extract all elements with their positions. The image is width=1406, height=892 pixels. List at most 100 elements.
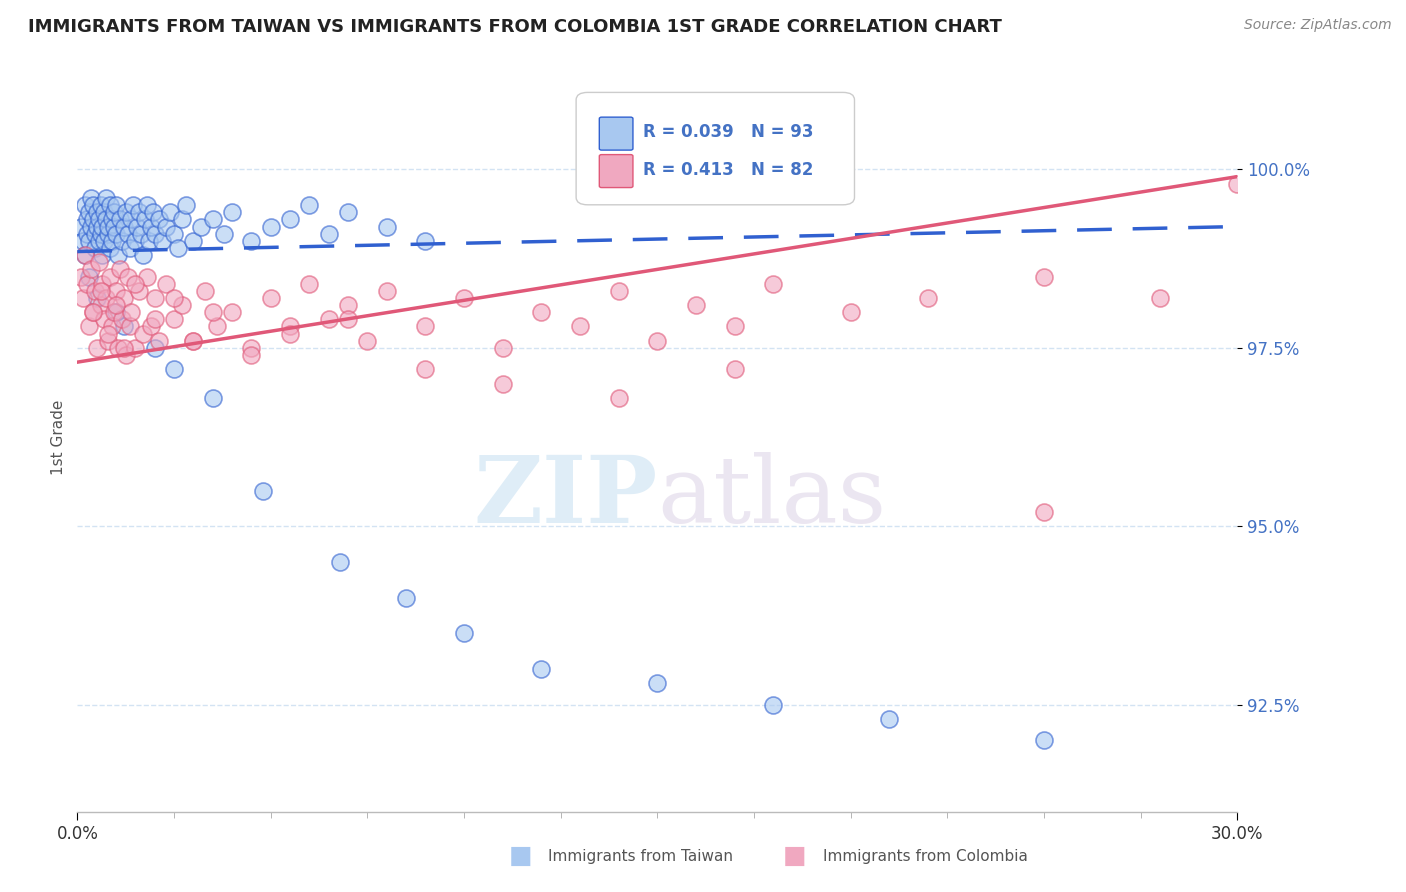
Point: [97, 334, 120, 348]
Point: [329, 555, 352, 569]
Point: [159, 205, 181, 219]
Point: [155, 219, 177, 234]
Point: [101, 212, 124, 227]
Point: [453, 626, 475, 640]
Point: [105, 227, 127, 241]
Point: [278, 212, 301, 227]
Point: [114, 348, 136, 362]
Point: [170, 212, 193, 227]
Point: [72, 291, 94, 305]
Point: [163, 362, 186, 376]
Point: [93, 205, 115, 219]
Point: [112, 341, 135, 355]
Point: [132, 326, 155, 341]
Point: [163, 227, 186, 241]
Point: [91, 277, 114, 291]
Point: [252, 483, 274, 498]
Point: [139, 319, 162, 334]
Point: [647, 334, 669, 348]
Point: [530, 305, 553, 319]
Point: [375, 284, 398, 298]
Point: [124, 341, 146, 355]
Point: [86, 205, 108, 219]
Point: [240, 348, 263, 362]
Point: [112, 219, 135, 234]
Point: [75, 248, 96, 262]
Point: [105, 305, 127, 319]
Y-axis label: 1st Grade: 1st Grade: [51, 400, 66, 475]
Point: [124, 277, 146, 291]
Point: [107, 341, 129, 355]
Point: [91, 219, 114, 234]
Point: [117, 269, 139, 284]
FancyBboxPatch shape: [599, 117, 633, 150]
Point: [83, 227, 105, 241]
Point: [356, 334, 378, 348]
Point: [76, 227, 98, 241]
Point: [77, 319, 100, 334]
Point: [96, 191, 118, 205]
Point: [318, 227, 340, 241]
Point: [143, 312, 166, 326]
Point: [112, 319, 135, 334]
Point: [103, 305, 125, 319]
Point: [1226, 177, 1249, 191]
Point: [240, 341, 263, 355]
Point: [135, 198, 157, 212]
Point: [82, 198, 104, 212]
Point: [723, 319, 745, 334]
Point: [607, 284, 630, 298]
Point: [93, 312, 115, 326]
Point: [530, 662, 553, 676]
Point: [96, 212, 118, 227]
Point: [82, 305, 104, 319]
Point: [80, 262, 103, 277]
Point: [98, 198, 121, 212]
Point: [98, 241, 121, 255]
Point: [336, 298, 359, 312]
Point: [240, 234, 263, 248]
Point: [108, 262, 131, 277]
Point: [201, 391, 224, 405]
Point: [112, 291, 135, 305]
Point: [413, 234, 436, 248]
Point: [138, 234, 160, 248]
FancyBboxPatch shape: [576, 93, 855, 205]
Point: [91, 248, 114, 262]
Point: [1032, 505, 1054, 519]
Point: [259, 219, 281, 234]
Point: [143, 341, 166, 355]
Point: [127, 219, 149, 234]
Point: [83, 284, 105, 298]
Text: R = 0.413   N = 82: R = 0.413 N = 82: [644, 161, 814, 178]
Point: [163, 312, 186, 326]
Point: [413, 362, 436, 376]
Text: ZIP: ZIP: [472, 452, 658, 542]
Point: [201, 305, 224, 319]
Point: [762, 277, 785, 291]
Text: Immigrants from Colombia: Immigrants from Colombia: [823, 849, 1028, 863]
Point: [163, 291, 186, 305]
Text: ■: ■: [783, 845, 806, 868]
Point: [97, 227, 120, 241]
Point: [83, 241, 105, 255]
Point: [82, 305, 104, 319]
Point: [129, 227, 152, 241]
Text: ■: ■: [509, 845, 531, 868]
Point: [118, 241, 141, 255]
Point: [1032, 269, 1054, 284]
Point: [87, 212, 110, 227]
Point: [1149, 291, 1171, 305]
Point: [318, 312, 340, 326]
Point: [278, 326, 301, 341]
Point: [214, 227, 236, 241]
Point: [143, 227, 166, 241]
Point: [80, 219, 103, 234]
Point: [413, 319, 436, 334]
Point: [183, 334, 205, 348]
Point: [174, 198, 197, 212]
Point: [72, 234, 94, 248]
Point: [111, 234, 134, 248]
Point: [117, 227, 139, 241]
Point: [917, 291, 939, 305]
